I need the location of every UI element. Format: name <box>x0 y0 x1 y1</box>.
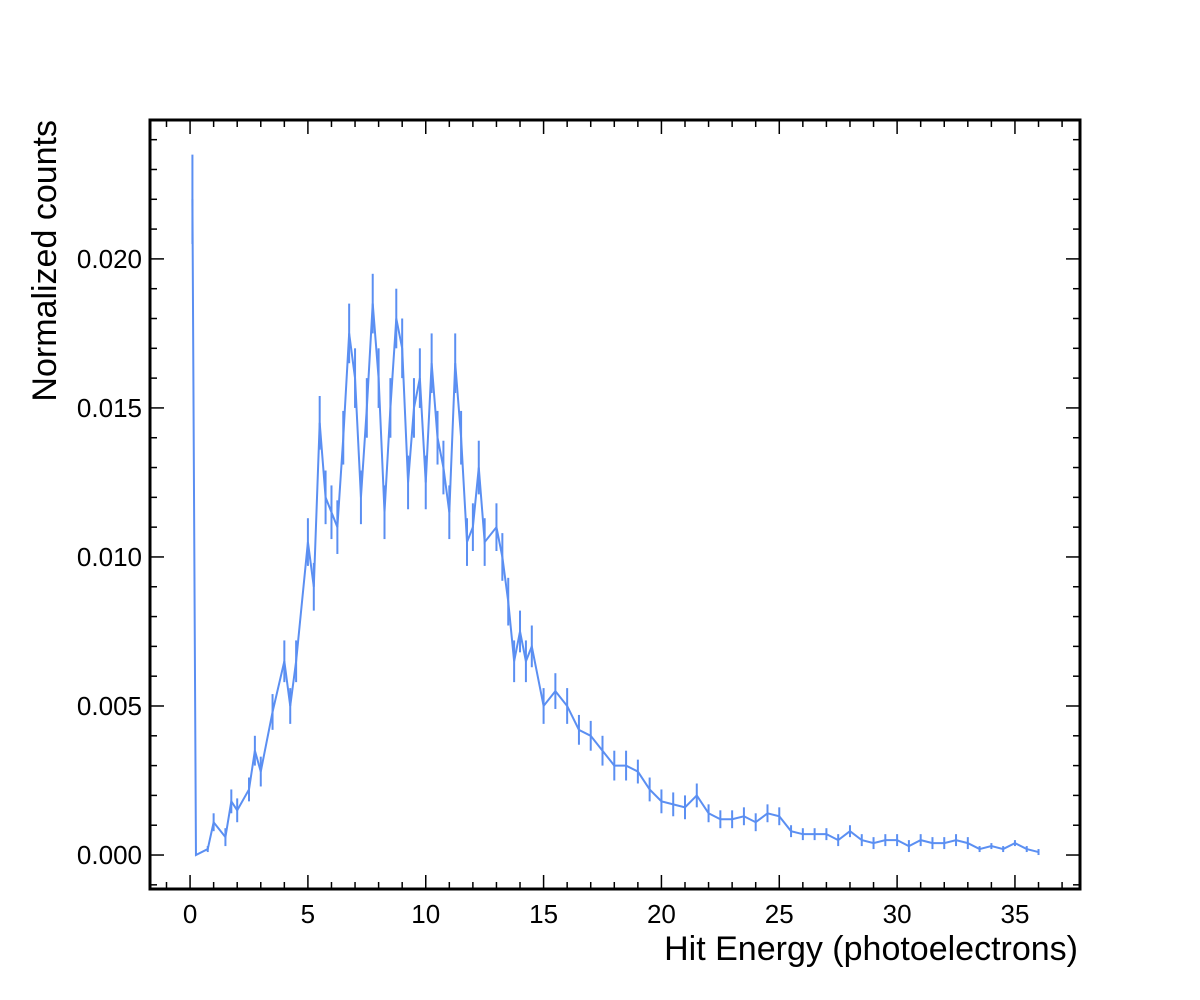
data-line <box>191 199 1039 857</box>
x-tick-label: 30 <box>883 899 912 929</box>
plot-frame <box>148 118 1082 891</box>
x-tick-label: 5 <box>301 899 315 929</box>
x-tick-label: 25 <box>765 899 794 929</box>
x-axis-label: Hit Energy (photoelectrons) <box>664 930 1078 968</box>
y-tick-label: 0.015 <box>77 393 142 423</box>
x-tick-label: 10 <box>411 899 440 929</box>
x-tick-label: 15 <box>529 899 558 929</box>
y-tick-label: 0.000 <box>77 840 142 870</box>
y-tick-label: 0.010 <box>77 542 142 572</box>
y-axis-label: Normalized counts <box>26 120 64 402</box>
x-tick-label: 20 <box>647 899 676 929</box>
x-tick-label: 0 <box>183 899 197 929</box>
y-tick-label: 0.005 <box>77 691 142 721</box>
y-tick-label: 0.020 <box>77 244 142 274</box>
x-tick-label: 35 <box>1000 899 1029 929</box>
